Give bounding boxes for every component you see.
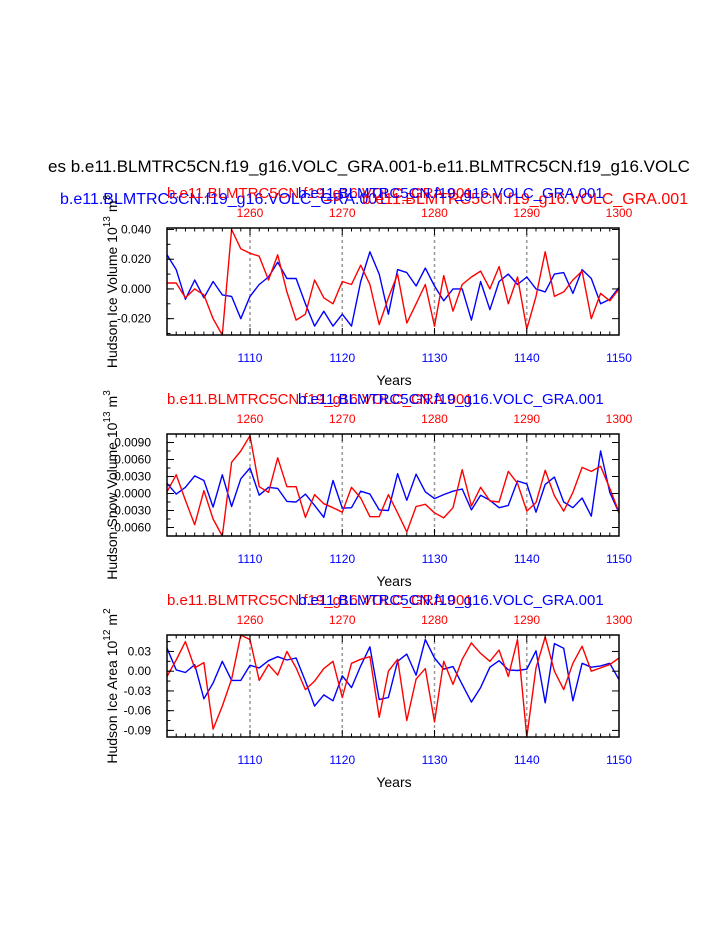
y-axis-label: Hudson Ice Area 1012 m2 <box>102 608 120 764</box>
x-bottom-tick-label: 1110 <box>238 351 263 365</box>
panel-blue-title: b.e11.BLMTRC5CN.f19_g16.VOLC_GRA.001 <box>298 592 604 609</box>
panel-red-title: b.e11.BLMTRC5CN.f19_g16.VOLC_GRA.001 <box>167 185 473 202</box>
x-bottom-tick-label: 1110 <box>238 753 263 767</box>
panel-red-title: b.e11.BLMTRC5CN.f19_g16.VOLC_GRA.001 <box>167 391 473 408</box>
y-axis-label-unit: m <box>104 396 120 408</box>
y-axis-label-unit-exp: 3 <box>102 194 113 200</box>
y-tick-label: -0.0030 <box>110 504 151 518</box>
y-tick-label: -0.03 <box>124 684 152 698</box>
y-axis-label: Hudson Ice Volume 1013 m3 <box>102 194 120 368</box>
top-red-title: b.e11.BLMTRC5CN.f19_g16.VOLC_GRA.001 <box>362 191 688 208</box>
y-axis-label-exp: 13 <box>102 411 113 423</box>
series-red-line <box>166 634 620 738</box>
series-blue-line <box>166 450 620 518</box>
top-blue-title: b.e11.BLMTRC5CN.f19_g16.VOLC_GRA.001 <box>60 191 386 208</box>
y-tick-label: 0.0000 <box>114 487 151 501</box>
figure-main-title: es b.e11.BLMTRC5CN.f19_g16.VOLC_GRA.001-… <box>48 157 690 176</box>
panel-snow_volume: 1110 1120 1130 1140 1150 1260 1270 1280 1290 1300… <box>102 390 633 589</box>
x-bottom-tick-label: 1150 <box>606 552 632 566</box>
x-top-tick-label: 1280 <box>421 206 448 220</box>
y-tick-label: 0.0090 <box>114 436 151 450</box>
y-axis-label-main: Hudson Snow Volume 10 <box>104 422 120 579</box>
x-bottom-tick-label: 1120 <box>329 753 355 767</box>
y-tick-label: -0.09 <box>124 723 152 737</box>
y-tick-label: 0.03 <box>128 644 152 658</box>
x-top-tick-label: 1270 <box>329 412 356 426</box>
x-top-tick-label: 1290 <box>513 613 540 627</box>
x-top-tick-label: 1290 <box>513 206 540 220</box>
x-bottom-tick-label: 1150 <box>606 351 632 365</box>
series-blue-line <box>166 638 620 707</box>
x-top-tick-label: 1300 <box>606 206 633 220</box>
x-top-tick-label: 1300 <box>606 613 633 627</box>
x-top-tick-label: 1260 <box>237 613 264 627</box>
y-axis-label: Hudson Snow Volume 1013 m3 <box>102 390 120 580</box>
panels: 1110 1120 1130 1140 1150 1260 1270 1280 1290 1300… <box>102 185 633 790</box>
x-top-tick-label: 1270 <box>329 206 356 220</box>
x-axis-label: Years <box>376 573 411 589</box>
y-tick-label: 0.000 <box>121 282 151 296</box>
y-tick-label: -0.06 <box>124 704 152 718</box>
plot-frame <box>166 634 620 738</box>
x-top-tick-label: 1280 <box>421 613 448 627</box>
y-tick-label: -0.0060 <box>110 521 151 535</box>
x-bottom-tick-label: 1120 <box>329 552 355 566</box>
y-axis-label-unit-exp: 2 <box>102 608 113 614</box>
x-bottom-tick-label: 1120 <box>329 351 355 365</box>
x-axis-label: Years <box>376 372 411 388</box>
y-tick-label: -0.020 <box>117 312 151 326</box>
y-tick-label: 0.0060 <box>114 453 151 467</box>
x-axis-label: Years <box>376 774 411 790</box>
panel-ice_volume: 1110 1120 1130 1140 1150 1260 1270 1280 1290 1300… <box>102 185 633 388</box>
y-axis-label-unit-exp: 3 <box>102 390 113 396</box>
panel-ice_area: 1110 1120 1130 1140 1150 1260 1270 1280 1290 1300… <box>102 592 633 790</box>
series-blue-line <box>166 251 620 327</box>
y-tick-label: 0.040 <box>121 222 151 236</box>
x-bottom-tick-label: 1140 <box>514 753 540 767</box>
x-bottom-tick-label: 1130 <box>422 351 448 365</box>
x-top-tick-label: 1280 <box>421 412 448 426</box>
x-top-tick-label: 1260 <box>237 206 264 220</box>
x-top-tick-label: 1270 <box>329 613 356 627</box>
y-axis-label-exp: 12 <box>102 629 113 641</box>
panel-blue-title: b.e11.BLMTRC5CN.f19_g16.VOLC_GRA.001 <box>298 185 604 202</box>
panel-blue-title: b.e11.BLMTRC5CN.f19_g16.VOLC_GRA.001 <box>298 391 604 408</box>
y-tick-label: 0.020 <box>121 252 151 266</box>
x-bottom-tick-label: 1130 <box>422 753 448 767</box>
series-red-line <box>167 228 620 336</box>
x-top-tick-label: 1290 <box>513 412 540 426</box>
x-bottom-tick-label: 1130 <box>422 552 448 566</box>
panel-red-title: b.e11.BLMTRC5CN.f19_g16.VOLC_GRA.001 <box>167 592 473 609</box>
y-axis-label-main: Hudson Ice Area 10 <box>104 640 120 763</box>
plot-frame <box>166 227 620 336</box>
y-axis-label-unit: m <box>104 614 120 626</box>
y-axis-label-main: Hudson Ice Volume 10 <box>104 227 120 368</box>
x-bottom-tick-label: 1140 <box>514 552 540 566</box>
y-tick-label: 0.0030 <box>114 470 151 484</box>
series-red-line <box>166 435 620 537</box>
x-bottom-tick-label: 1140 <box>514 351 540 365</box>
y-axis-label-exp: 13 <box>102 216 113 228</box>
x-top-tick-label: 1260 <box>237 412 264 426</box>
x-bottom-tick-label: 1110 <box>238 552 263 566</box>
y-tick-label: 0.00 <box>128 664 152 678</box>
x-bottom-tick-label: 1150 <box>606 753 632 767</box>
x-top-tick-label: 1300 <box>606 412 633 426</box>
y-axis-label-unit: m <box>104 200 120 212</box>
